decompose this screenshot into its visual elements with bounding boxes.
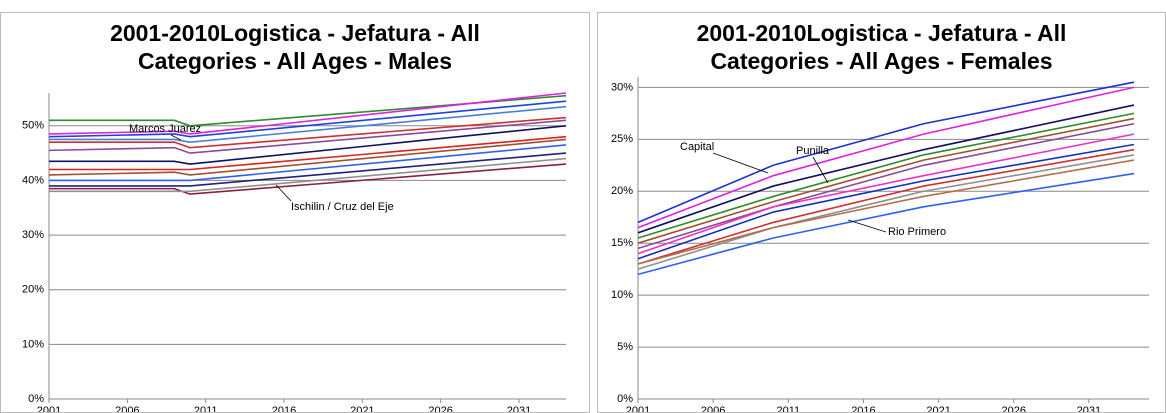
y-tick-label: 5% <box>617 341 633 353</box>
series-line <box>637 81 1135 224</box>
series-line <box>637 133 1135 255</box>
annotation: Capital <box>680 141 714 153</box>
series-line <box>48 119 567 154</box>
series-line <box>49 144 567 182</box>
chart-panel: 0% 5% 10% 15% 20% 25% 30% 2001 2006 2011 2016 2021 2… <box>597 12 1166 413</box>
x-tick-label: 2031 <box>1077 405 1101 413</box>
series-line <box>637 104 1135 234</box>
series-line <box>49 135 567 171</box>
y-tick-label: 0% <box>28 393 44 405</box>
annotation: Marcos Juarez <box>129 123 201 135</box>
y-tick-label: 20% <box>22 284 44 296</box>
y-tick-label: 10% <box>611 289 633 301</box>
annotation: Punilla <box>796 145 830 157</box>
series-line <box>48 100 567 138</box>
series-line <box>49 157 567 193</box>
annotation: Rio Primero <box>888 226 946 238</box>
series-line <box>637 159 1135 265</box>
chart-title: 2001-2010Logistica - Jefatura - All Cate… <box>110 20 480 74</box>
y-tick-label: 15% <box>611 237 633 249</box>
series-line <box>637 86 1135 229</box>
series-line <box>49 116 567 149</box>
y-tick-label: 50% <box>22 120 44 132</box>
x-tick-label: 2006 <box>115 405 139 413</box>
chart-title: 2001-2010Logistica - Jefatura - All Cate… <box>696 20 1067 74</box>
y-tick-label: 40% <box>22 174 44 186</box>
annotation-leader <box>712 152 769 174</box>
annotation-leader <box>275 184 292 202</box>
chart-panel: 0% 10% 20% 30% 40% 50% 2001 2006 2011 2016 2021 202… <box>0 12 590 413</box>
series-line <box>637 154 1135 270</box>
series-line <box>49 94 567 127</box>
x-tick-label: 2026 <box>1001 405 1025 413</box>
annotation-leader <box>812 156 829 184</box>
chart: 0% 10% 20% 30% 40% 50% 2001 2006 2011 2016 2021 202… <box>22 92 567 413</box>
x-tick-label: 2016 <box>851 405 875 413</box>
series-line <box>637 148 1135 265</box>
series-line <box>637 112 1135 239</box>
series-line <box>49 152 567 187</box>
series-line <box>48 92 567 135</box>
series-line <box>637 172 1135 276</box>
y-tick-label: 30% <box>611 81 633 93</box>
x-tick-label: 2021 <box>926 405 950 413</box>
y-tick-label: 30% <box>22 229 44 241</box>
series-line <box>49 124 567 165</box>
annotation-leader <box>847 219 887 233</box>
series-line <box>637 143 1135 260</box>
x-tick-label: 2021 <box>350 405 374 413</box>
annotation-leader <box>170 134 182 141</box>
x-tick-label: 2011 <box>194 405 218 413</box>
series-line <box>637 117 1135 244</box>
x-tick-label: 2026 <box>428 405 452 413</box>
x-tick-label: 2006 <box>701 405 725 413</box>
y-tick-label: 0% <box>617 393 633 405</box>
chart: 0% 5% 10% 15% 20% 25% 30% 2001 2006 2011 2016 2021 2… <box>611 77 1149 413</box>
series-line <box>48 138 567 176</box>
y-tick-label: 10% <box>22 338 44 350</box>
x-tick-label: 2011 <box>776 405 800 413</box>
series-line <box>637 122 1135 250</box>
x-tick-label: 2001 <box>37 405 61 413</box>
y-tick-label: 20% <box>611 185 633 197</box>
x-tick-label: 2031 <box>507 405 531 413</box>
x-tick-label: 2016 <box>272 405 296 413</box>
y-tick-label: 25% <box>611 133 633 145</box>
annotation: Ischilin / Cruz del Eje <box>291 201 394 213</box>
x-tick-label: 2001 <box>626 405 650 413</box>
series-line <box>49 105 567 143</box>
